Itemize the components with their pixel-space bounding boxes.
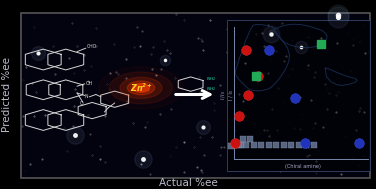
Bar <box>21 13 370 178</box>
Text: I / I₀: I / I₀ <box>229 91 234 100</box>
Text: $NH_2$: $NH_2$ <box>206 86 216 93</box>
Text: $NH_2$: $NH_2$ <box>206 75 216 83</box>
Text: N: N <box>85 94 88 99</box>
Bar <box>227 20 370 171</box>
Text: $\mathregular{Zn^{2+}}$: $\mathregular{Zn^{2+}}$ <box>130 82 152 94</box>
Circle shape <box>120 77 162 98</box>
Circle shape <box>127 81 155 95</box>
Text: OH: OH <box>86 81 93 86</box>
Text: Predicted %ee: Predicted %ee <box>2 57 12 132</box>
Text: $I\,/\,I_0$: $I\,/\,I_0$ <box>219 89 228 100</box>
Circle shape <box>133 84 149 92</box>
Text: (Chiral amine): (Chiral amine) <box>285 164 321 169</box>
Text: O: O <box>80 101 84 106</box>
Circle shape <box>109 72 173 104</box>
Text: Actual %ee: Actual %ee <box>159 178 217 188</box>
Text: CHO: CHO <box>86 44 97 49</box>
